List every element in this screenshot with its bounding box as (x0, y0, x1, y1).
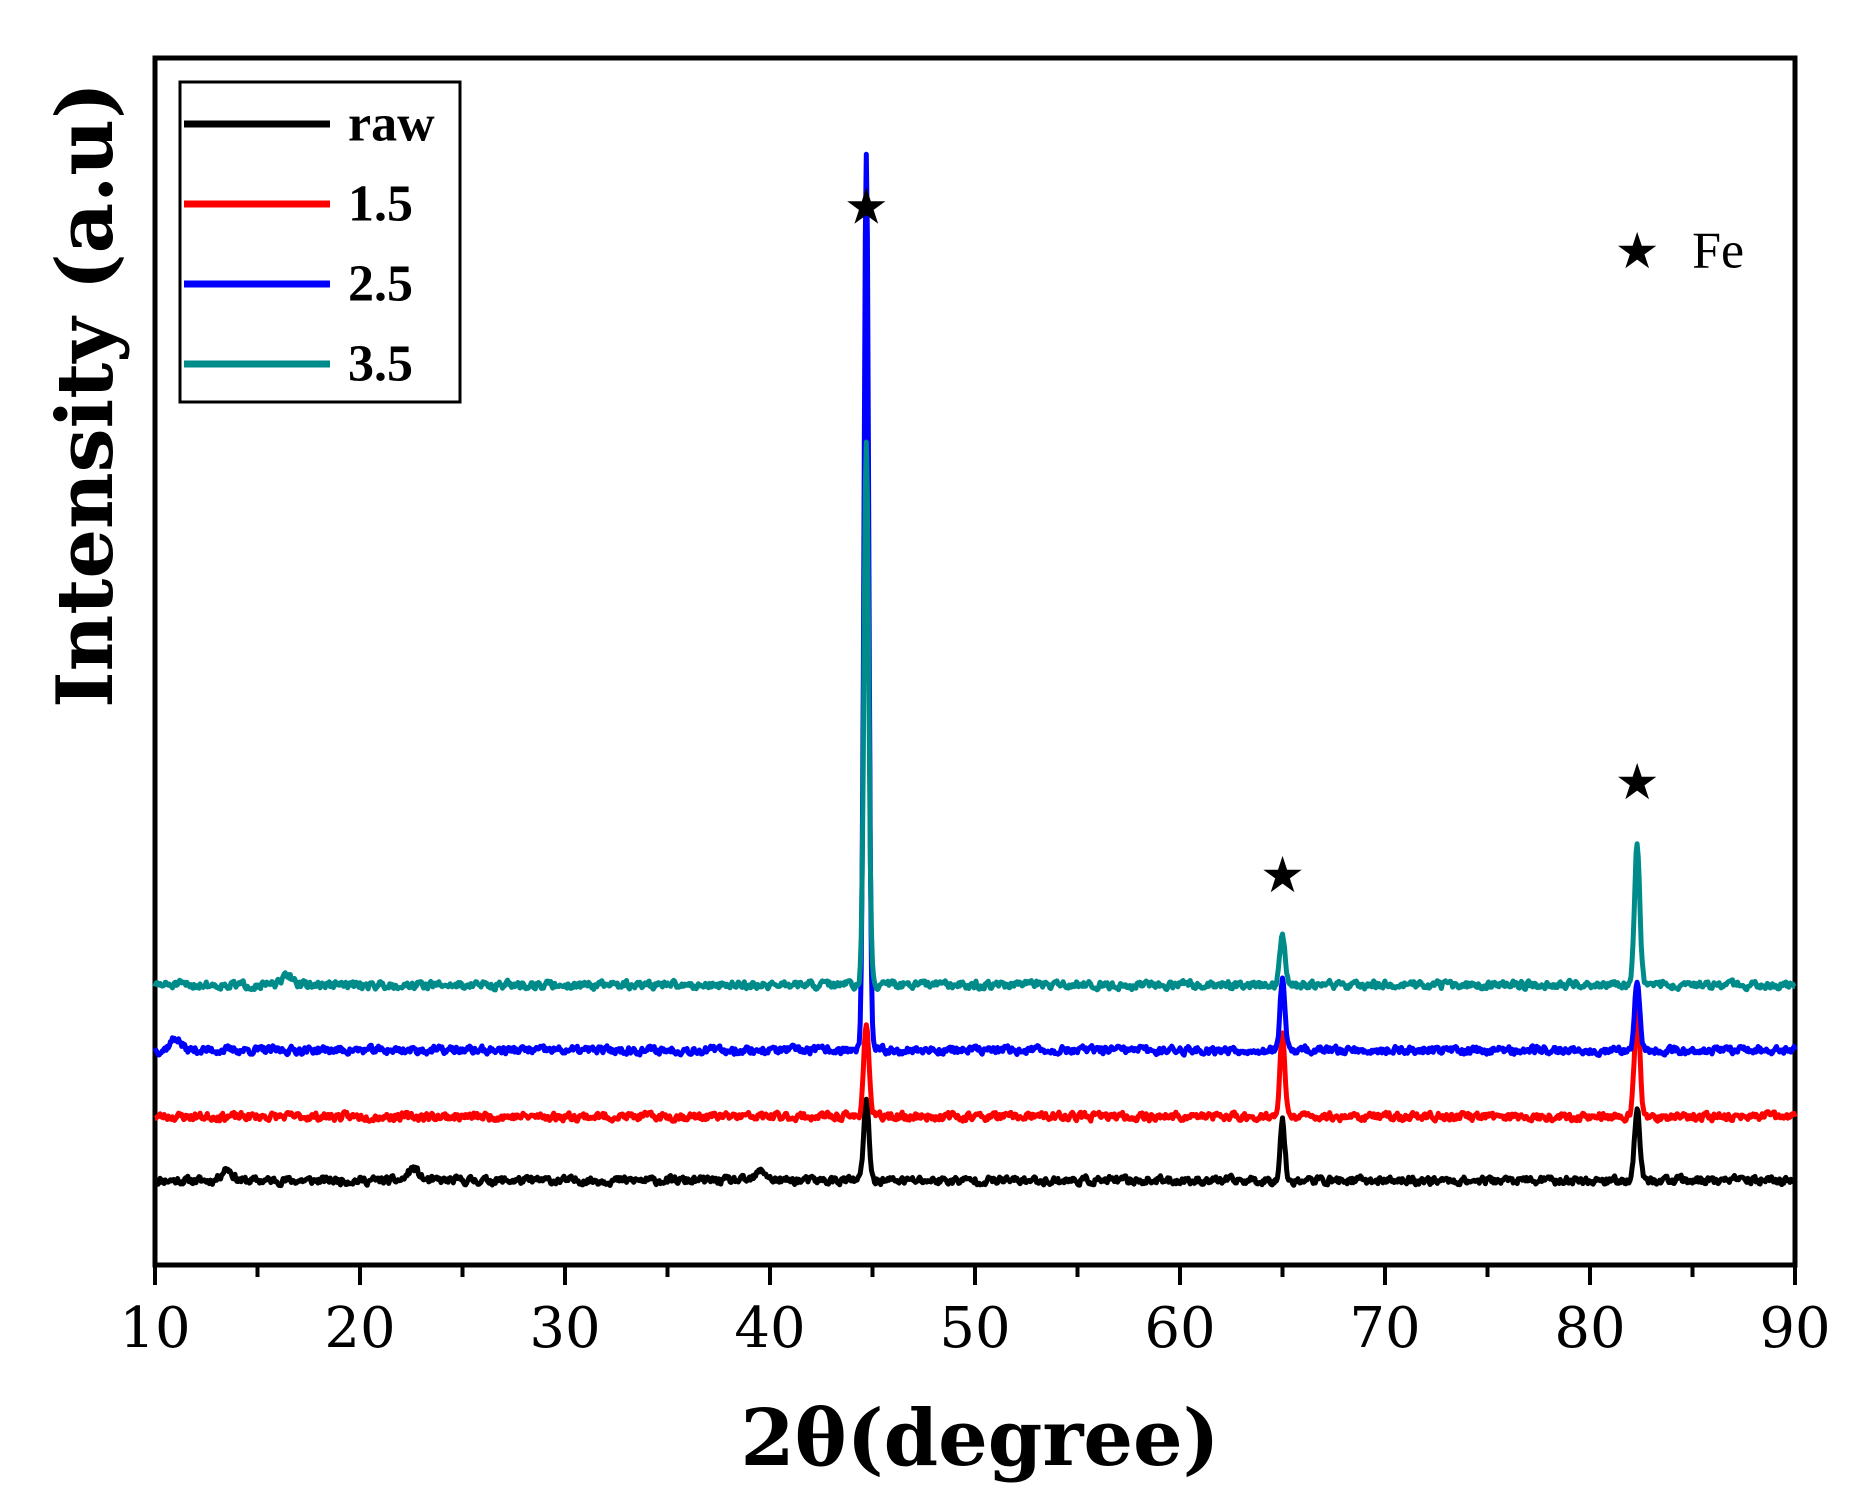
legend: raw 1.5 2.5 3.5 (178, 80, 462, 404)
peak-star-marker: ★ (1615, 753, 1660, 811)
legend-label-1-5: 1.5 (348, 176, 413, 233)
x-tick-label: 60 (1144, 1296, 1215, 1361)
legend-box (178, 80, 462, 404)
fe-annotation: ★ Fe (1615, 222, 1744, 280)
y-axis-title: Intensity (a.u) (40, 82, 131, 708)
series-line-2-5 (152, 151, 1798, 1058)
fe-star-icon: ★ (1615, 222, 1660, 280)
legend-label-3-5: 3.5 (348, 336, 413, 393)
tick-layer: 10 20 30 40 50 60 70 80 90 (119, 1265, 1831, 1361)
x-tick-label: 40 (734, 1296, 805, 1361)
peak-star-marker: ★ (1260, 846, 1305, 904)
x-tick-label: 50 (939, 1296, 1010, 1361)
x-tick-label: 20 (324, 1296, 395, 1361)
series-line-raw (153, 1096, 1798, 1189)
annotation-layer: ★ ★ ★ ★ Fe (844, 177, 1744, 904)
x-tick-label: 10 (119, 1296, 190, 1361)
x-tick-label: 30 (529, 1296, 600, 1361)
peak-star-marker: ★ (844, 177, 889, 235)
fe-label: Fe (1692, 223, 1744, 280)
series-layer (152, 151, 1798, 1189)
legend-label-raw: raw (348, 96, 435, 153)
x-tick-label: 90 (1759, 1296, 1830, 1361)
series-line-3-5 (152, 439, 1797, 993)
x-tick-label: 80 (1554, 1296, 1625, 1361)
x-axis-title: 2θ(degree) (740, 1393, 1219, 1484)
legend-label-2-5: 2.5 (348, 256, 413, 313)
x-tick-label: 70 (1349, 1296, 1420, 1361)
series-line-1-5 (153, 1006, 1798, 1124)
